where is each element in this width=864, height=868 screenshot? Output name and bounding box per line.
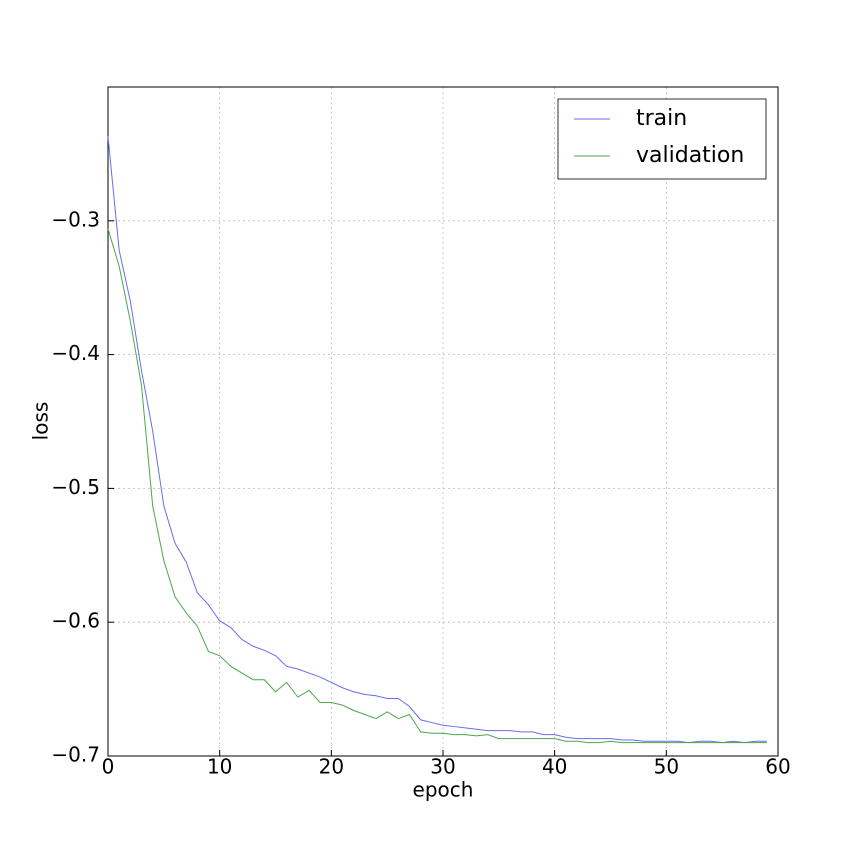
y-tick-label: −0.6 (51, 609, 100, 633)
x-tick-label: 10 (207, 755, 232, 779)
x-tick-label: 50 (654, 755, 679, 779)
x-tick-label: 30 (430, 755, 455, 779)
plot-frame (107, 86, 779, 757)
legend-label: validation (636, 143, 744, 168)
x-axis-label: epoch (413, 778, 474, 802)
legend-box (557, 98, 767, 180)
x-tick-label: 60 (765, 755, 790, 779)
y-tick-label: −0.3 (51, 207, 100, 231)
line-series (107, 136, 767, 744)
y-tick-label: −0.5 (51, 475, 100, 499)
y-axis-label: loss (29, 402, 53, 441)
legend-label: train (636, 106, 687, 131)
y-tick-label: −0.4 (51, 341, 100, 365)
y-tick-label: −0.7 (51, 743, 100, 767)
x-tick-label: 0 (102, 755, 115, 779)
x-tick-label: 20 (319, 755, 344, 779)
line-series (107, 228, 767, 744)
x-tick-label: 40 (542, 755, 567, 779)
